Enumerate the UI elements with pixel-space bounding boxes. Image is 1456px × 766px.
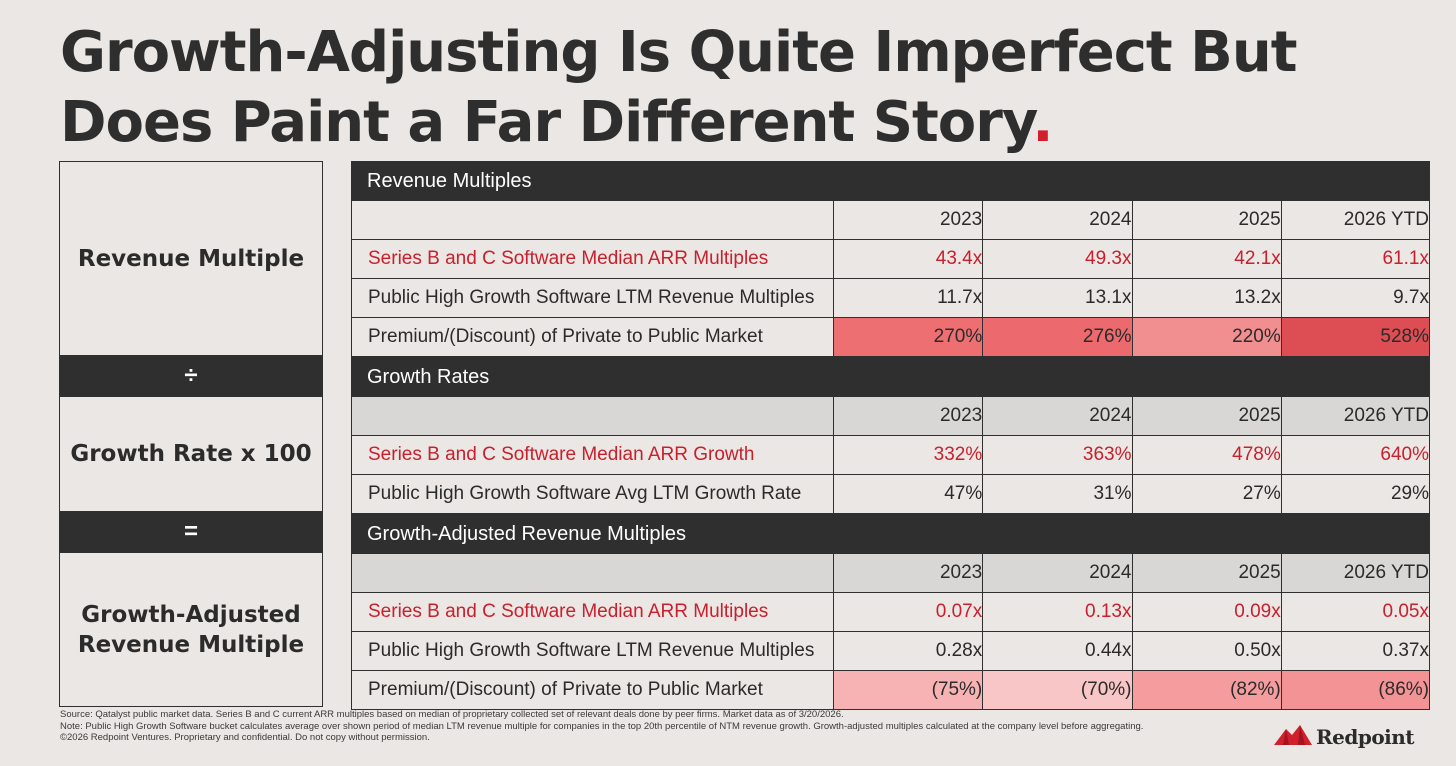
year-cell: 2023 bbox=[833, 554, 983, 593]
year-header-blank bbox=[351, 201, 833, 240]
year-cell: 2025 bbox=[1131, 201, 1281, 240]
row-label: Premium/(Discount) of Private to Public … bbox=[351, 671, 833, 710]
multiples-table: Revenue Multiples 2023 2024 2025 2026 YT… bbox=[351, 161, 1430, 710]
table-row-public-growth: Public High Growth Software Avg LTM Grow… bbox=[351, 475, 1430, 514]
value-cell: 13.2x bbox=[1131, 279, 1281, 318]
revenue-multiple-label: Revenue Multiple bbox=[77, 245, 305, 272]
section-heading-revenue-multiples: Revenue Multiples bbox=[351, 161, 1430, 201]
year-cell: 2024 bbox=[982, 397, 1132, 436]
title-dot: . bbox=[1032, 90, 1053, 155]
title-line-2: Does Paint a Far Different Story. bbox=[60, 88, 1296, 158]
table-row-premium: Premium/(Discount) of Private to Public … bbox=[351, 318, 1430, 357]
growth-adjusted-box: Growth-Adjusted Revenue Multiple bbox=[59, 552, 323, 707]
row-label: Premium/(Discount) of Private to Public … bbox=[351, 318, 833, 357]
year-cell: 2026 YTD bbox=[1280, 397, 1430, 436]
value-cell: 47% bbox=[833, 475, 983, 514]
growth-rate-label: Growth Rate x 100 bbox=[70, 441, 312, 467]
table-row-private-growth: Series B and C Software Median ARR Growt… bbox=[351, 436, 1430, 475]
value-cell: 9.7x bbox=[1280, 279, 1430, 318]
heat-cell: (86%) bbox=[1280, 671, 1430, 710]
value-cell: 43.4x bbox=[833, 240, 983, 279]
table-row-public-adjusted: Public High Growth Software LTM Revenue … bbox=[351, 632, 1430, 671]
row-label: Series B and C Software Median ARR Multi… bbox=[351, 240, 833, 279]
row-label: Public High Growth Software LTM Revenue … bbox=[351, 279, 833, 318]
year-cell: 2025 bbox=[1131, 554, 1281, 593]
table-row-adjusted-premium: Premium/(Discount) of Private to Public … bbox=[351, 671, 1430, 710]
value-cell: 27% bbox=[1131, 475, 1281, 514]
growth-adjusted-label-1: Growth-Adjusted bbox=[81, 601, 301, 628]
value-cell: 29% bbox=[1280, 475, 1430, 514]
growth-adjusted-label-2: Revenue Multiple bbox=[77, 631, 305, 658]
table-row-private-adjusted: Series B and C Software Median ARR Multi… bbox=[351, 593, 1430, 632]
heat-cell: (70%) bbox=[982, 671, 1132, 710]
value-cell: 0.13x bbox=[982, 593, 1132, 632]
value-cell: 31% bbox=[982, 475, 1132, 514]
row-label: Series B and C Software Median ARR Growt… bbox=[351, 436, 833, 475]
heat-cell: (82%) bbox=[1131, 671, 1281, 710]
year-cell: 2023 bbox=[833, 201, 983, 240]
row-label: Public High Growth Software LTM Revenue … bbox=[351, 632, 833, 671]
year-cell: 2023 bbox=[833, 397, 983, 436]
heat-cell: 528% bbox=[1280, 318, 1430, 357]
footnote-note: Note: Public High Growth Software bucket… bbox=[60, 720, 1144, 732]
value-cell: 42.1x bbox=[1131, 240, 1281, 279]
year-cell: 2025 bbox=[1131, 397, 1281, 436]
year-header-row: 2023 2024 2025 2026 YTD bbox=[351, 554, 1430, 593]
footnote-source: Source: Qatalyst public market data. Ser… bbox=[60, 709, 844, 720]
value-cell: 13.1x bbox=[982, 279, 1132, 318]
value-cell: 363% bbox=[982, 436, 1132, 475]
year-header-blank bbox=[351, 554, 833, 593]
heat-cell: (75%) bbox=[833, 671, 983, 710]
divide-symbol: ÷ bbox=[184, 362, 198, 389]
section-heading-growth-rates: Growth Rates bbox=[351, 357, 1430, 397]
formula-column: Revenue Multiple ÷ Growth Rate x 100 = G… bbox=[59, 161, 323, 707]
year-cell: 2026 YTD bbox=[1280, 201, 1430, 240]
title-line-1: Growth-Adjusting Is Quite Imperfect But bbox=[60, 20, 1297, 85]
logo-wordmark: Redpoint bbox=[1316, 724, 1415, 749]
year-header-row: 2023 2024 2025 2026 YTD bbox=[351, 397, 1430, 436]
year-cell: 2024 bbox=[982, 201, 1132, 240]
row-label: Series B and C Software Median ARR Multi… bbox=[351, 593, 833, 632]
value-cell: 49.3x bbox=[982, 240, 1132, 279]
equals-symbol: = bbox=[183, 518, 198, 545]
value-cell: 0.50x bbox=[1131, 632, 1281, 671]
heat-cell: 276% bbox=[982, 318, 1132, 357]
redpoint-mountain-icon bbox=[1274, 723, 1312, 750]
footnote-copyright: ©2026 Redpoint Ventures. Proprietary and… bbox=[60, 732, 430, 743]
year-cell: 2024 bbox=[982, 554, 1132, 593]
value-cell: 11.7x bbox=[833, 279, 983, 318]
page-title: Growth-Adjusting Is Quite Imperfect But … bbox=[60, 18, 1297, 158]
equals-bar: = bbox=[59, 512, 323, 552]
value-cell: 640% bbox=[1280, 436, 1430, 475]
row-label: Public High Growth Software Avg LTM Grow… bbox=[351, 475, 833, 514]
table-row-public-multiples: Public High Growth Software LTM Revenue … bbox=[351, 279, 1430, 318]
value-cell: 0.28x bbox=[833, 632, 983, 671]
redpoint-logo: Redpoint bbox=[1274, 723, 1415, 750]
value-cell: 478% bbox=[1131, 436, 1281, 475]
value-cell: 0.07x bbox=[833, 593, 983, 632]
year-cell: 2026 YTD bbox=[1280, 554, 1430, 593]
value-cell: 61.1x bbox=[1280, 240, 1430, 279]
value-cell: 0.37x bbox=[1280, 632, 1430, 671]
value-cell: 332% bbox=[833, 436, 983, 475]
section-heading-growth-adjusted: Growth-Adjusted Revenue Multiples bbox=[351, 514, 1430, 554]
title-line-2-text: Does Paint a Far Different Story bbox=[60, 90, 1033, 155]
revenue-multiple-box: Revenue Multiple bbox=[59, 161, 323, 356]
value-cell: 0.09x bbox=[1131, 593, 1281, 632]
divide-bar: ÷ bbox=[59, 356, 323, 396]
year-header-row: 2023 2024 2025 2026 YTD bbox=[351, 201, 1430, 240]
table-row-private-multiples: Series B and C Software Median ARR Multi… bbox=[351, 240, 1430, 279]
value-cell: 0.44x bbox=[982, 632, 1132, 671]
value-cell: 0.05x bbox=[1280, 593, 1430, 632]
growth-rate-box: Growth Rate x 100 bbox=[59, 396, 323, 512]
heat-cell: 220% bbox=[1131, 318, 1281, 357]
footnotes: Source: Qatalyst public market data. Ser… bbox=[60, 709, 1260, 744]
heat-cell: 270% bbox=[833, 318, 983, 357]
year-header-blank bbox=[351, 397, 833, 436]
